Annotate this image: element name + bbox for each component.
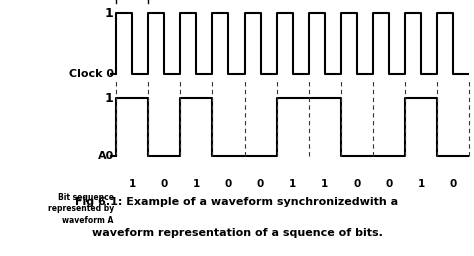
Text: 1: 1 (289, 178, 296, 188)
Text: 0: 0 (257, 178, 264, 188)
Text: 0: 0 (353, 178, 361, 188)
Text: A0: A0 (98, 151, 114, 161)
Text: 0: 0 (225, 178, 232, 188)
Text: Bit sequence
represented by
waveform A: Bit sequence represented by waveform A (47, 193, 114, 225)
Text: Clock 0: Clock 0 (69, 69, 114, 79)
Text: 1: 1 (128, 178, 136, 188)
Text: waveform representation of a squence of bits.: waveform representation of a squence of … (91, 228, 383, 238)
Text: 1: 1 (105, 7, 114, 20)
Text: 0: 0 (385, 178, 392, 188)
Text: 1: 1 (193, 178, 200, 188)
Text: 1: 1 (321, 178, 328, 188)
Text: 1: 1 (105, 92, 114, 105)
Text: 1: 1 (418, 178, 425, 188)
Text: Fig 6.1: Example of a waveform synchronizedwith a: Fig 6.1: Example of a waveform synchroni… (75, 197, 399, 207)
Text: 0: 0 (161, 178, 168, 188)
Text: 0: 0 (449, 178, 457, 188)
